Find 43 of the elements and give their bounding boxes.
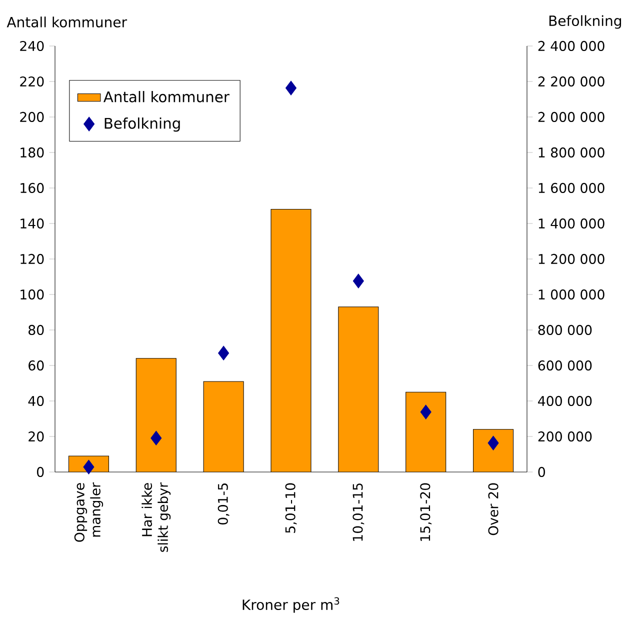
y-tick-label: 0: [37, 466, 44, 477]
x-tick-label: 5,01-10: [285, 483, 297, 533]
y-tick-label: 40: [28, 396, 44, 406]
point: [352, 274, 364, 288]
y-tick-label: 120: [20, 254, 44, 264]
legend-label: Befolkning: [104, 117, 180, 132]
y2-tick-label: 1 800 000: [538, 147, 604, 158]
y-tick-label: 180: [20, 147, 44, 158]
y2-tick-label: 0: [538, 466, 546, 477]
point: [218, 346, 230, 360]
x-tick-label: Oppgave mangler: [74, 482, 104, 542]
y2-tick-label: 1 000 000: [538, 289, 604, 300]
y-tick-label: 140: [20, 218, 44, 228]
point: [285, 80, 297, 96]
y2-tick-label: 1 200 000: [538, 254, 604, 264]
y2-tick-label: 200 000: [538, 431, 592, 442]
y2-tick-label: 2 400 000: [538, 40, 604, 51]
x-tick-label: Over 20: [488, 483, 498, 536]
y2-tick-label: 2 200 000: [538, 76, 604, 86]
y-tick-label: 220: [20, 76, 44, 86]
x-tick-label: 0,01-5: [218, 483, 230, 524]
x-axis-title: Kroner per m$^{3}$: [242, 597, 340, 613]
y-tick-label: 160: [20, 182, 44, 193]
y2-tick-label: 1 400 000: [538, 218, 604, 228]
y-tick-label: 20: [28, 431, 44, 442]
y-tick-label: 80: [28, 324, 44, 335]
y2-tick-label: 1 600 000: [538, 182, 604, 193]
y2-tick-label: 600 000: [538, 360, 592, 370]
y2-tick-label: 400 000: [538, 396, 592, 406]
x-tick-label: Har ikke slikt gebyr: [142, 482, 171, 552]
y2-tick-label: 2 000 000: [538, 112, 604, 122]
x-tick-label: 15,01-20: [420, 483, 432, 541]
y2-axis-title: Befolkning: [549, 15, 622, 29]
legend-label: Antall kommuner: [104, 90, 230, 102]
y-axis-title: Antall kommuner: [6, 16, 128, 28]
point: [150, 430, 162, 446]
y-tick-label: 200: [20, 112, 44, 122]
point: [420, 404, 432, 420]
x-tick-label: 10,01-15: [352, 483, 364, 541]
y-tick-label: 100: [20, 289, 44, 300]
y-tick-label: 60: [28, 360, 44, 370]
y-tick-label: 240: [20, 40, 44, 51]
y2-tick-label: 800 000: [538, 324, 592, 335]
